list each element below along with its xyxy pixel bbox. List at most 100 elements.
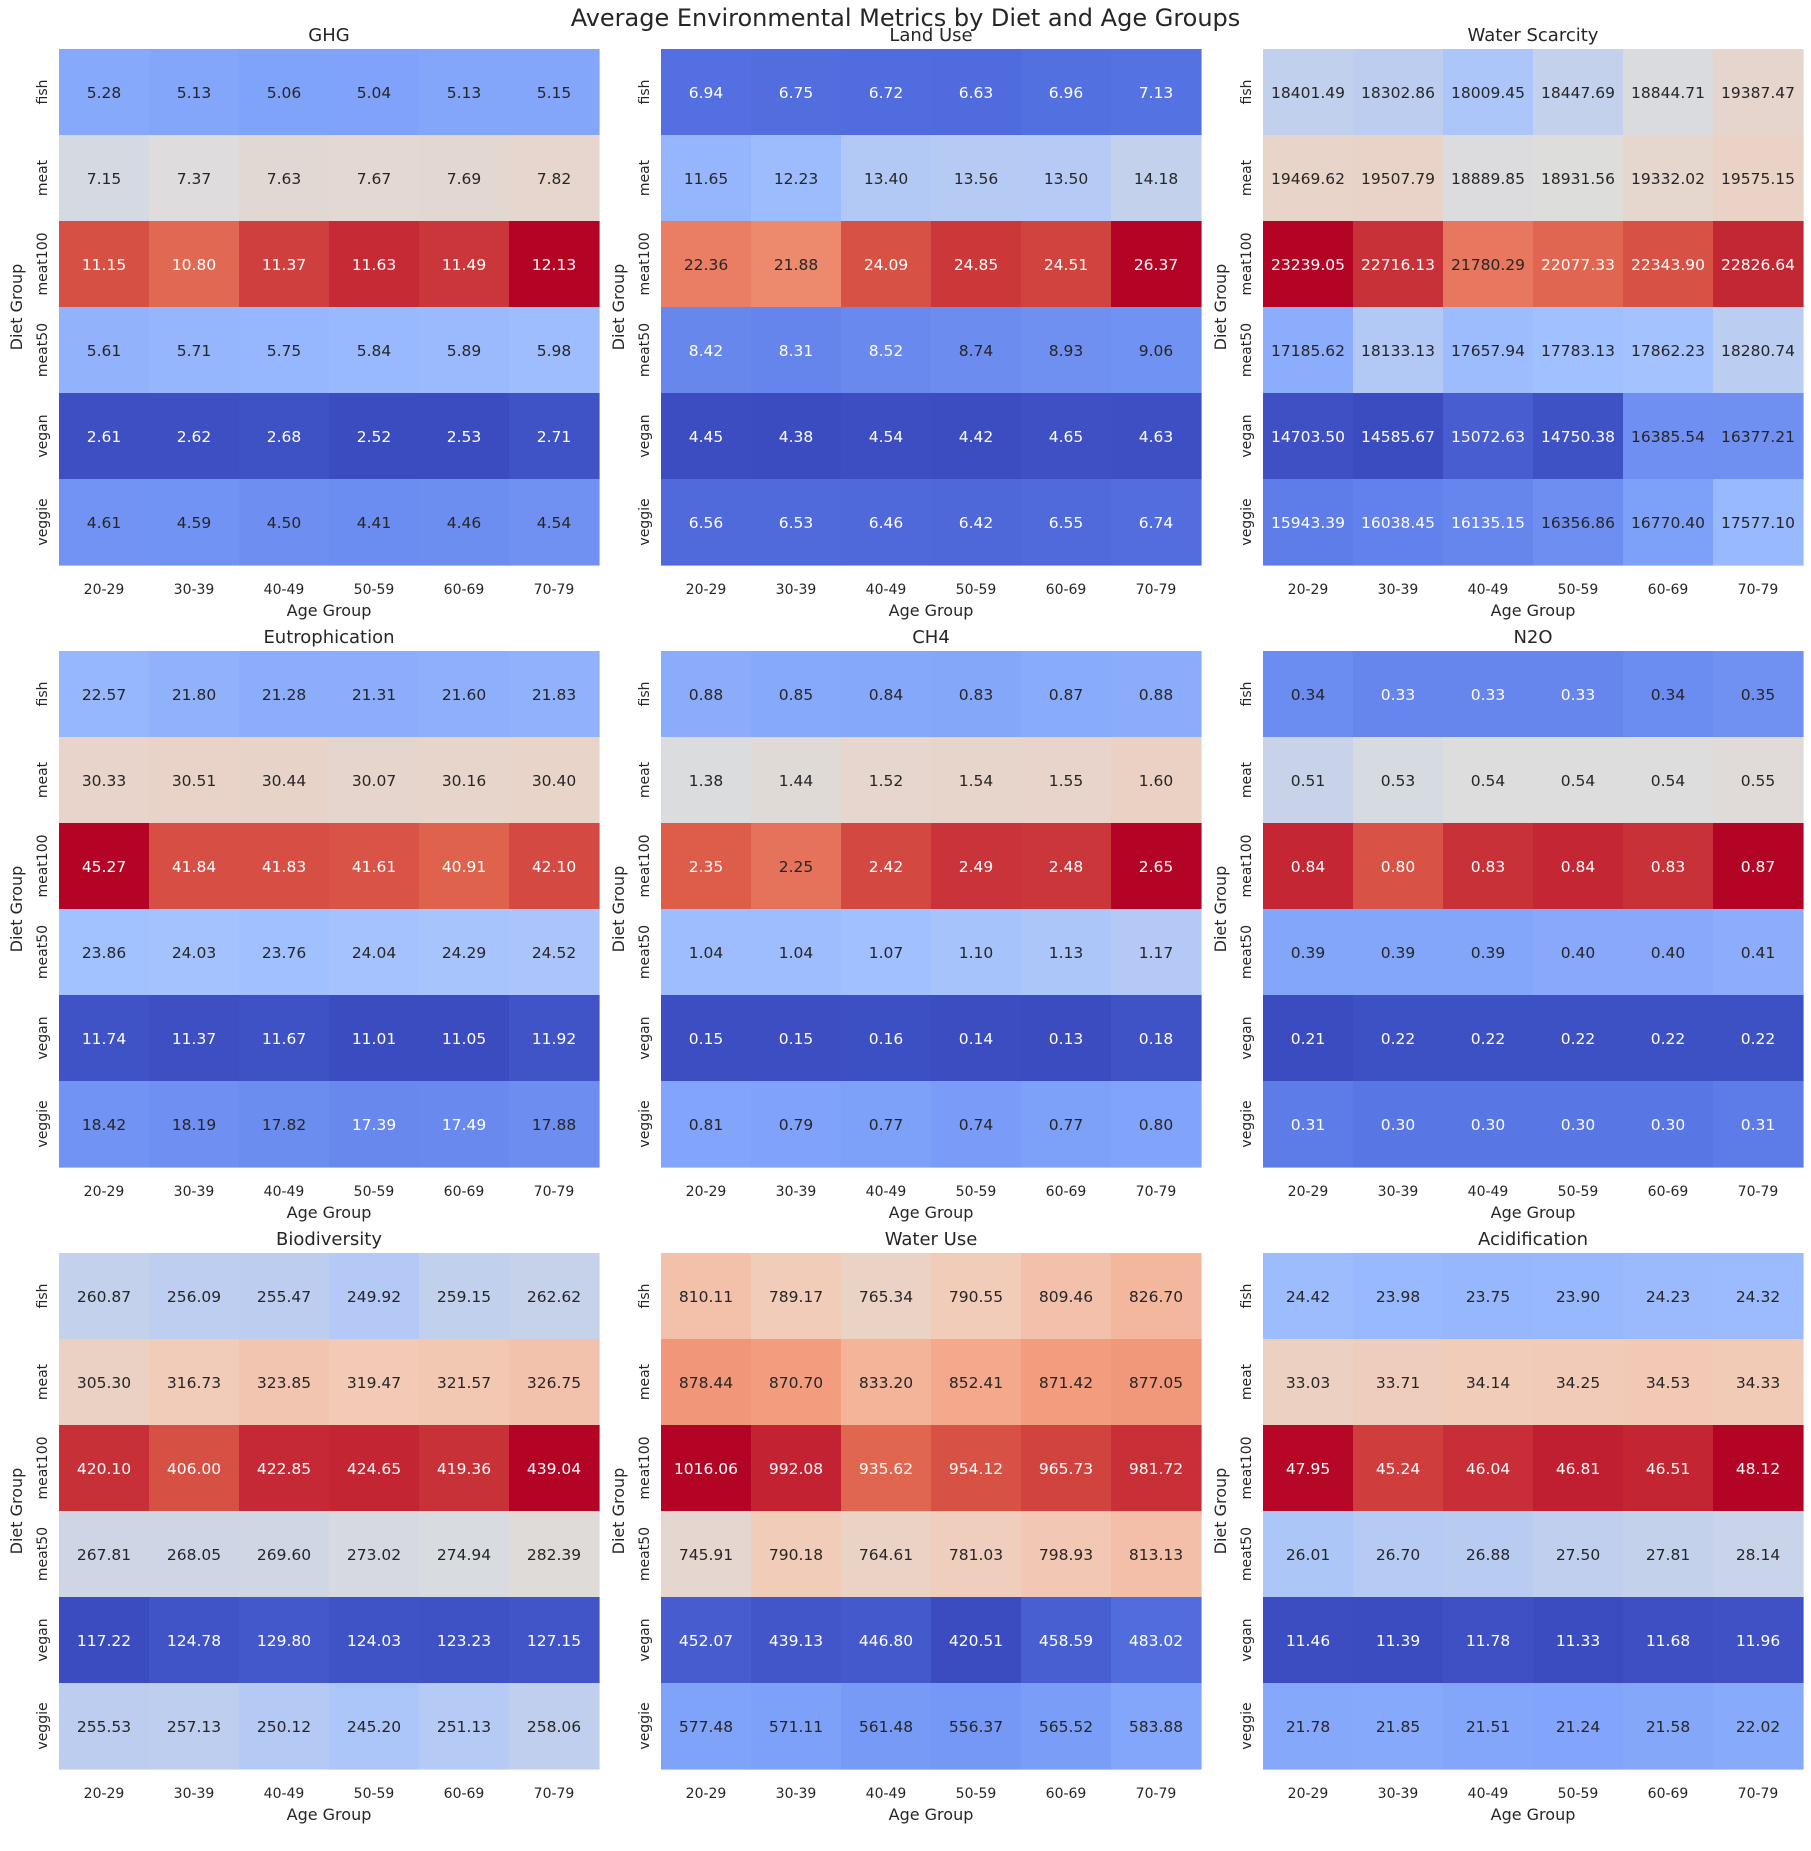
- cell-value-label: 305.30: [77, 1374, 131, 1392]
- cell-value-label: 406.00: [167, 1460, 221, 1478]
- x-tick-label: 60-69: [444, 582, 485, 598]
- cell-value-label: 7.82: [537, 170, 572, 188]
- heatmap-cell: [1111, 737, 1202, 824]
- cell-value-label: 5.28: [87, 84, 122, 102]
- cell-value-label: 0.85: [779, 686, 814, 704]
- x-tick-label: 50-59: [1558, 1184, 1599, 1200]
- cell-value-label: 17185.62: [1271, 342, 1345, 360]
- heatmap-title: Water Use: [885, 1229, 978, 1250]
- heatmap-cell: [751, 479, 842, 566]
- cell-value-label: 870.70: [769, 1374, 823, 1392]
- x-axis-label: Age Group: [287, 1805, 372, 1824]
- heatmap-cell: [1713, 49, 1804, 136]
- cell-value-label: 16038.45: [1361, 514, 1435, 532]
- cell-value-label: 22.02: [1736, 1718, 1780, 1736]
- cell-value-label: 790.18: [769, 1546, 823, 1564]
- heatmap-cell: [419, 307, 510, 394]
- cell-value-label: 0.88: [1139, 686, 1174, 704]
- cell-value-label: 22343.90: [1631, 256, 1705, 274]
- heatmap-cell: [419, 1597, 510, 1684]
- x-tick-label: 60-69: [1648, 1786, 1689, 1802]
- cell-value-label: 6.56: [689, 514, 724, 532]
- heatmap-cell: [239, 651, 330, 738]
- heatmap-cell: [149, 393, 240, 480]
- heatmap-cell: [1443, 1081, 1534, 1168]
- cell-value-label: 0.40: [1561, 944, 1596, 962]
- y-axis-label: Diet Group: [7, 866, 26, 953]
- cell-value-label: 583.88: [1129, 1718, 1183, 1736]
- heatmap-cell: [931, 479, 1022, 566]
- cell-value-label: 21.83: [532, 686, 576, 704]
- cell-value-label: 1.44: [779, 772, 814, 790]
- cell-value-label: 17.39: [352, 1116, 396, 1134]
- cell-value-label: 6.42: [959, 514, 994, 532]
- y-tick-label: meat: [1239, 761, 1255, 798]
- cell-value-label: 0.39: [1381, 944, 1416, 962]
- cell-value-label: 41.83: [262, 858, 306, 876]
- heatmap-cell: [1623, 393, 1714, 480]
- cell-value-label: 577.48: [679, 1718, 733, 1736]
- cell-value-label: 0.18: [1139, 1030, 1174, 1048]
- heatmap-cell: [329, 995, 420, 1082]
- cell-value-label: 0.41: [1741, 944, 1776, 962]
- cell-value-label: 21.58: [1646, 1718, 1690, 1736]
- cell-value-label: 422.85: [257, 1460, 311, 1478]
- cell-value-label: 11.15: [82, 256, 126, 274]
- cell-value-label: 117.22: [77, 1632, 131, 1650]
- cell-value-label: 40.91: [442, 858, 486, 876]
- heatmap-cell: [1353, 1511, 1444, 1598]
- x-tick-label: 20-29: [84, 1786, 125, 1802]
- y-tick-label: veggie: [35, 498, 51, 545]
- cell-value-label: 8.42: [689, 342, 724, 360]
- cell-value-label: 24.51: [1044, 256, 1088, 274]
- cell-value-label: 30.40: [532, 772, 576, 790]
- heatmap-cell: [1353, 1683, 1444, 1770]
- cell-value-label: 17862.23: [1631, 342, 1705, 360]
- cell-value-label: 7.69: [447, 170, 482, 188]
- cell-value-label: 1.13: [1049, 944, 1084, 962]
- cell-value-label: 18889.85: [1451, 170, 1525, 188]
- cell-value-label: 1.52: [869, 772, 904, 790]
- x-tick-label: 50-59: [956, 1786, 997, 1802]
- heatmap-cell: [751, 1253, 842, 1340]
- heatmap-cell: [1623, 1683, 1714, 1770]
- x-tick-label: 20-29: [686, 1184, 727, 1200]
- heatmap-cell: [149, 909, 240, 996]
- y-axis-label: Diet Group: [609, 1468, 628, 1555]
- cell-value-label: 809.46: [1039, 1288, 1093, 1306]
- heatmap-cell: [59, 995, 150, 1082]
- y-tick-label: meat100: [637, 1436, 653, 1499]
- cell-value-label: 46.81: [1556, 1460, 1600, 1478]
- cell-value-label: 0.22: [1471, 1030, 1506, 1048]
- y-tick-label: veggie: [1239, 1100, 1255, 1147]
- cell-value-label: 0.15: [689, 1030, 724, 1048]
- heatmap-cell: [1623, 49, 1714, 136]
- y-tick-label: fish: [637, 80, 653, 105]
- x-tick-label: 40-49: [1468, 1786, 1509, 1802]
- cell-value-label: 15943.39: [1271, 514, 1345, 532]
- x-tick-label: 30-39: [174, 1786, 215, 1802]
- cell-value-label: 6.63: [959, 84, 994, 102]
- heatmap-cell: [1263, 135, 1354, 222]
- heatmap-cell: [1623, 1081, 1714, 1168]
- x-tick-label: 70-79: [1738, 1184, 1779, 1200]
- y-tick-label: vegan: [35, 414, 51, 457]
- heatmap-cell: [1353, 909, 1444, 996]
- heatmap-cell: [1713, 221, 1804, 308]
- cell-value-label: 11.74: [82, 1030, 126, 1048]
- heatmap-cell: [1533, 1081, 1624, 1168]
- cell-value-label: 23239.05: [1271, 256, 1345, 274]
- cell-value-label: 0.54: [1471, 772, 1506, 790]
- heatmap-cell: [931, 909, 1022, 996]
- heatmap-cell: [239, 221, 330, 308]
- cell-value-label: 14703.50: [1271, 428, 1345, 446]
- heatmap-cell: [419, 135, 510, 222]
- x-tick-label: 50-59: [956, 582, 997, 598]
- x-tick-label: 20-29: [1288, 1184, 1329, 1200]
- cell-value-label: 24.85: [954, 256, 998, 274]
- heatmap-cell: [419, 1511, 510, 1598]
- heatmap-cell: [1623, 1425, 1714, 1512]
- heatmap-cell: [1263, 651, 1354, 738]
- heatmap-cell: [1443, 49, 1534, 136]
- cell-value-label: 18447.69: [1541, 84, 1615, 102]
